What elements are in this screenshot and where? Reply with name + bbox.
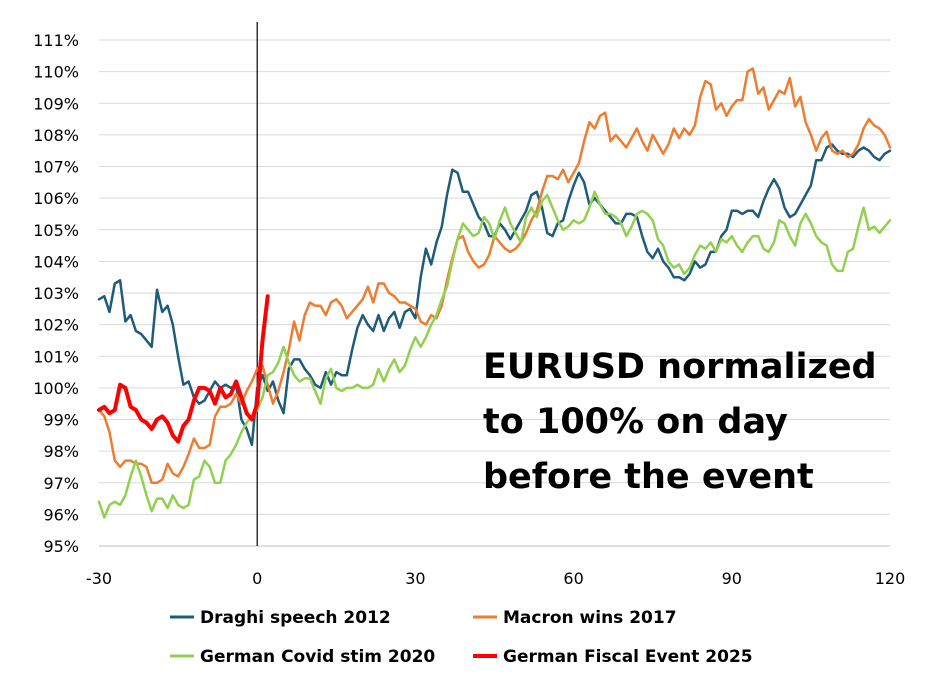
- y-tick-label: 111%: [33, 31, 79, 50]
- x-tick-label: 30: [405, 569, 425, 588]
- y-tick-label: 108%: [33, 126, 79, 145]
- x-tick-label: 120: [875, 569, 906, 588]
- y-tick-label: 107%: [33, 158, 79, 177]
- y-tick-label: 98%: [43, 442, 79, 461]
- chart-annotation: EURUSD normalized to 100% on day before …: [483, 347, 877, 497]
- y-tick-label: 105%: [33, 221, 79, 240]
- series-line: [97, 294, 270, 444]
- y-axis: 95% 96% 97% 98% 99% 100% 101% 102% 103% 104% 105% 1…: [33, 31, 79, 556]
- gridlines: [99, 39, 890, 515]
- x-tick-label: 90: [722, 569, 742, 588]
- legend-label: German Fiscal Event 2025: [503, 647, 753, 667]
- y-tick-label: 109%: [33, 94, 79, 113]
- series-line: [97, 190, 892, 519]
- annotation-line-3: before the event: [483, 457, 814, 497]
- x-tick-label: -30: [86, 569, 112, 588]
- x-tick-label: 0: [252, 569, 262, 588]
- y-tick-label: 102%: [33, 316, 79, 335]
- x-axis: -30 0 30 60 90 120: [86, 569, 905, 588]
- y-tick-label: 104%: [33, 252, 79, 271]
- y-tick-label: 96%: [43, 505, 79, 524]
- y-tick-label: 103%: [33, 284, 79, 303]
- legend-label: Draghi speech 2012: [200, 608, 391, 628]
- legend: Draghi speech 2012 Macron wins 2017 German…: [170, 608, 753, 667]
- y-tick-label: 101%: [33, 347, 79, 366]
- x-tick-label: 60: [563, 569, 583, 588]
- legend-label: Macron wins 2017: [503, 608, 677, 628]
- annotation-line-1: EURUSD normalized: [483, 347, 877, 387]
- annotation-line-2: to 100% on day: [483, 402, 788, 442]
- y-tick-label: 97%: [43, 474, 79, 493]
- legend-label: German Covid stim 2020: [200, 647, 435, 667]
- y-tick-label: 100%: [33, 379, 79, 398]
- y-tick-label: 99%: [43, 411, 79, 430]
- y-tick-label: 110%: [33, 63, 79, 82]
- y-tick-label: 95%: [43, 537, 79, 556]
- series-lines: [97, 67, 892, 519]
- y-tick-label: 106%: [33, 189, 79, 208]
